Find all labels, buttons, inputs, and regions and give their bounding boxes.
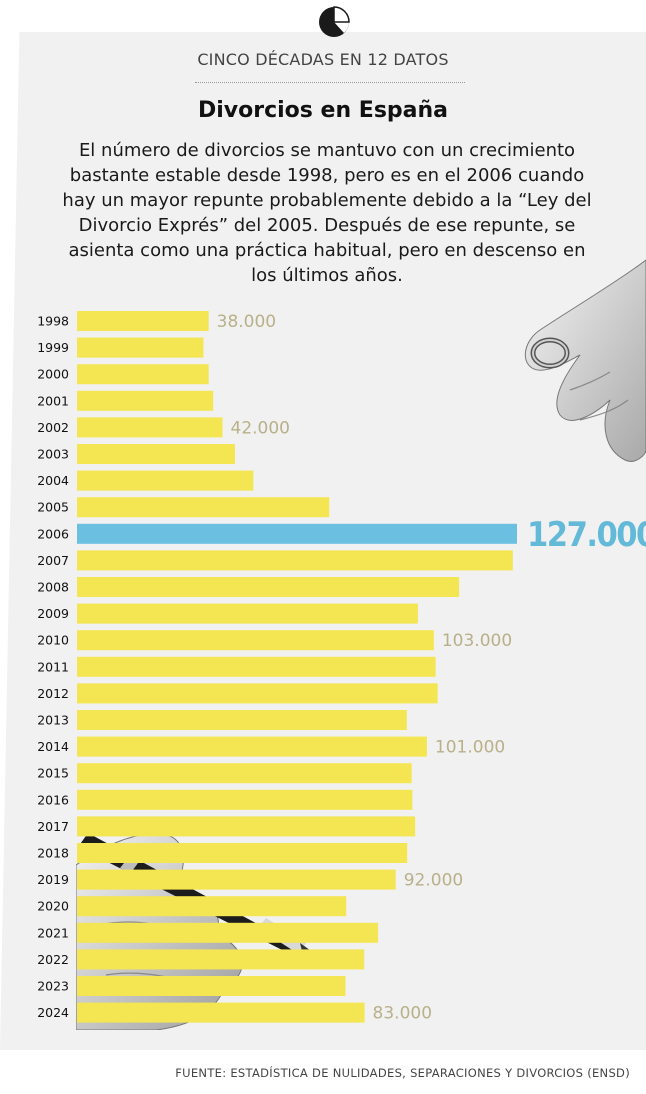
pie-chart-icon xyxy=(319,6,350,37)
hand-with-ring-photo xyxy=(524,259,646,462)
source-note: FUENTE: ESTADÍSTICA DE NULIDADES, SEPARA… xyxy=(175,1066,630,1080)
section-kicker: CINCO DÉCADAS EN 12 DATOS xyxy=(197,50,449,69)
hand-with-pen-photo xyxy=(76,833,314,1030)
dotted-divider xyxy=(195,82,465,83)
chart-title: Divorcios en España xyxy=(197,98,449,123)
intro-text: El número de divorcios se mantuvo con un… xyxy=(62,140,592,286)
